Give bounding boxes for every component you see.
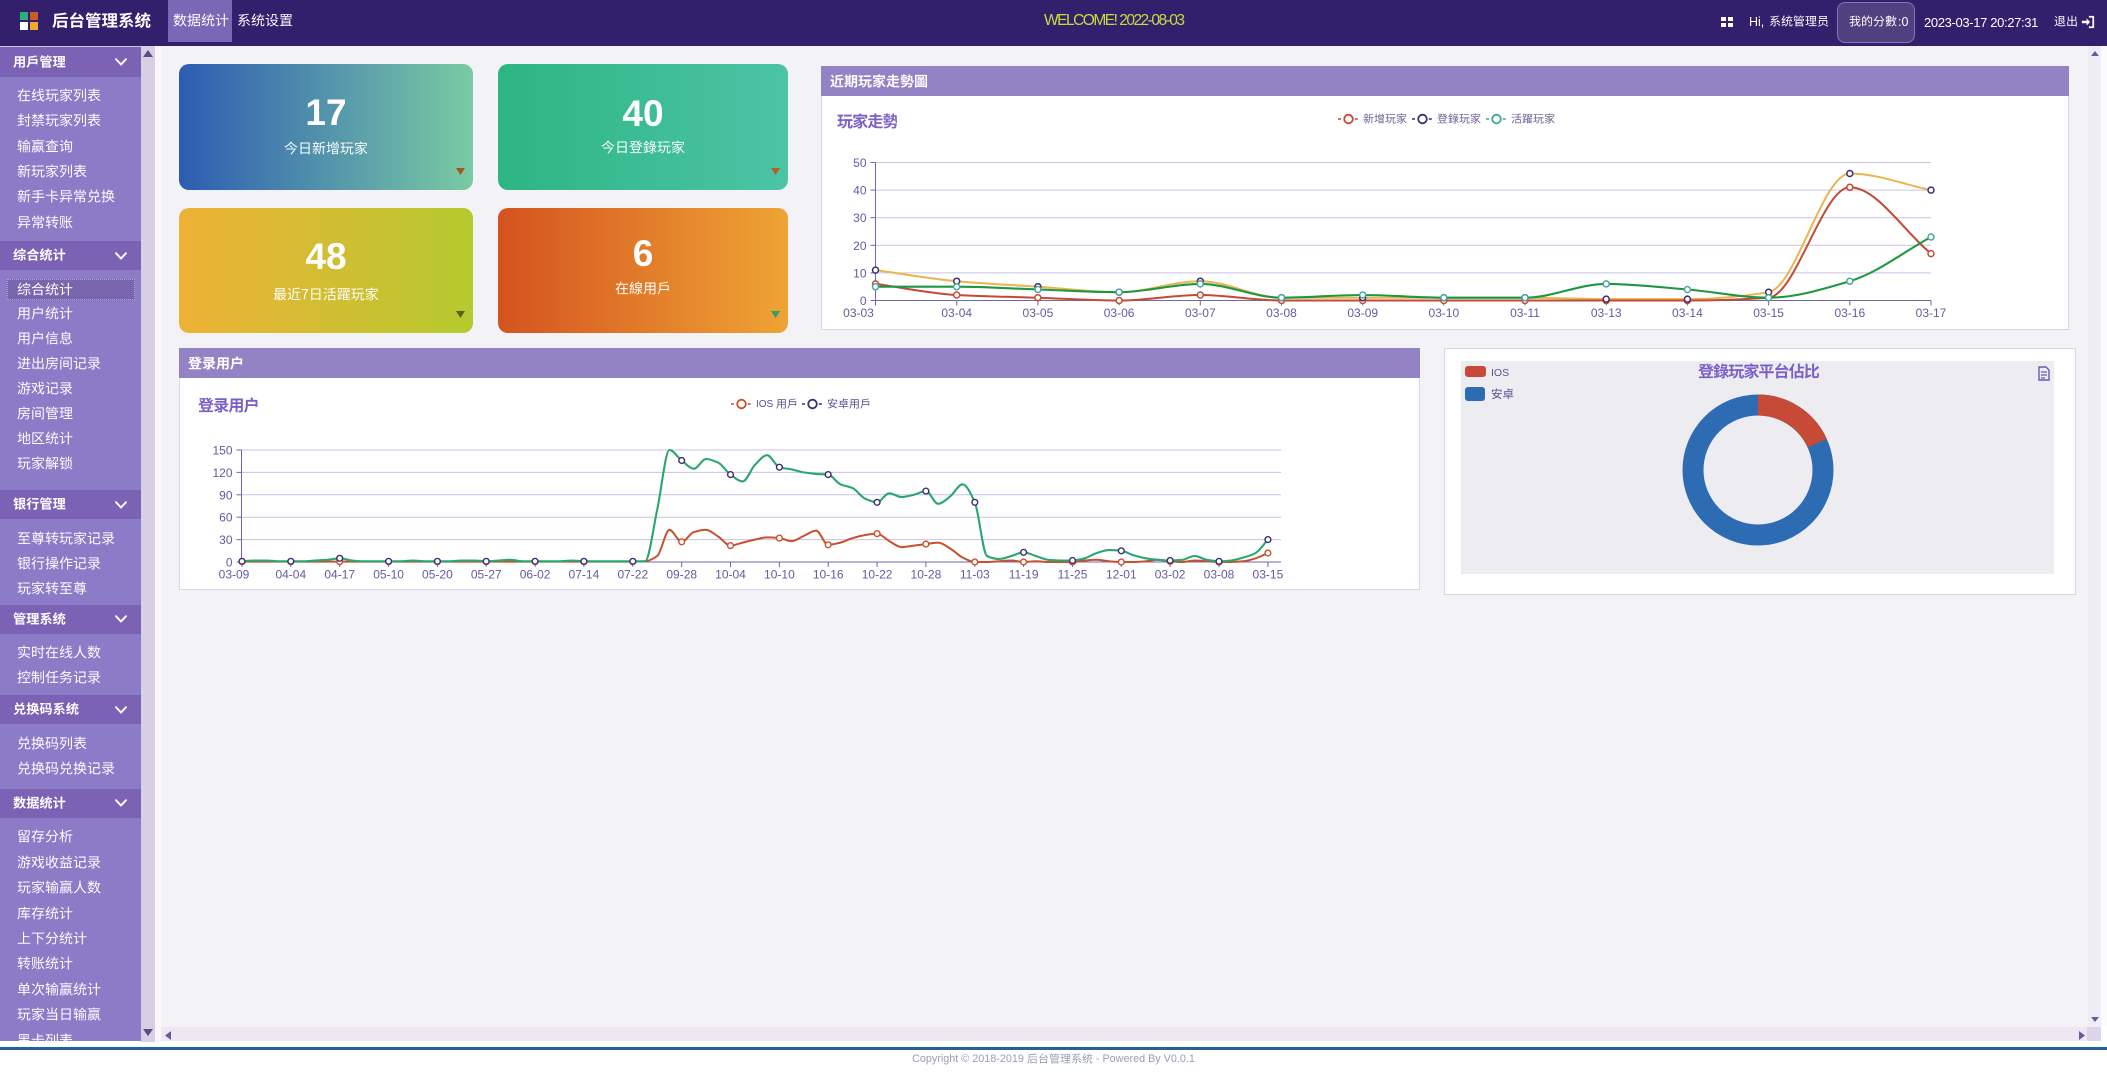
- svg-text:03-15: 03-15: [1253, 568, 1284, 582]
- svg-text:03-03: 03-03: [843, 306, 874, 320]
- svg-text:03-15: 03-15: [1753, 306, 1784, 320]
- svg-text:11-19: 11-19: [1009, 568, 1039, 582]
- svg-text:07-14: 07-14: [569, 568, 600, 582]
- svg-text:05-27: 05-27: [471, 568, 502, 582]
- svg-text:90: 90: [219, 488, 233, 502]
- svg-text:05-10: 05-10: [373, 568, 404, 582]
- svg-text:03-17: 03-17: [1916, 306, 1947, 320]
- svg-text:04-17: 04-17: [324, 568, 355, 582]
- svg-text:06-02: 06-02: [520, 568, 551, 582]
- svg-text:30: 30: [219, 533, 233, 547]
- svg-text:60: 60: [219, 511, 233, 525]
- svg-text:03-09: 03-09: [219, 568, 250, 582]
- svg-text:07-22: 07-22: [617, 568, 648, 582]
- svg-text:30: 30: [853, 211, 867, 225]
- svg-text:10-10: 10-10: [764, 568, 795, 582]
- svg-text:03-07: 03-07: [1185, 306, 1216, 320]
- svg-text:10-22: 10-22: [862, 568, 893, 582]
- svg-text:03-10: 03-10: [1428, 306, 1459, 320]
- svg-text:03-16: 03-16: [1834, 306, 1865, 320]
- svg-text:10-28: 10-28: [911, 568, 942, 582]
- svg-text:05-20: 05-20: [422, 568, 453, 582]
- svg-text:03-08: 03-08: [1266, 306, 1297, 320]
- svg-text:10-04: 10-04: [715, 568, 746, 582]
- svg-text:0: 0: [226, 556, 233, 570]
- svg-text:03-04: 03-04: [941, 306, 972, 320]
- svg-text:03-13: 03-13: [1591, 306, 1622, 320]
- svg-text:40: 40: [853, 184, 867, 198]
- svg-text:03-08: 03-08: [1204, 568, 1235, 582]
- svg-text:11-25: 11-25: [1058, 568, 1088, 582]
- svg-text:10-16: 10-16: [813, 568, 844, 582]
- svg-text:03-06: 03-06: [1104, 306, 1135, 320]
- svg-text:03-14: 03-14: [1672, 306, 1703, 320]
- svg-text:09-28: 09-28: [666, 568, 697, 582]
- svg-text:03-05: 03-05: [1023, 306, 1054, 320]
- svg-text:12-01: 12-01: [1106, 568, 1137, 582]
- svg-text:20: 20: [853, 239, 867, 253]
- svg-text:0: 0: [860, 294, 867, 308]
- svg-text:120: 120: [212, 466, 232, 480]
- svg-text:11-03: 11-03: [960, 568, 990, 582]
- svg-text:150: 150: [212, 444, 232, 458]
- svg-text:03-11: 03-11: [1510, 306, 1540, 320]
- svg-text:03-02: 03-02: [1155, 568, 1186, 582]
- svg-text:50: 50: [853, 156, 867, 170]
- svg-text:10: 10: [853, 266, 867, 280]
- svg-text:03-09: 03-09: [1347, 306, 1378, 320]
- svg-text:04-04: 04-04: [275, 568, 306, 582]
